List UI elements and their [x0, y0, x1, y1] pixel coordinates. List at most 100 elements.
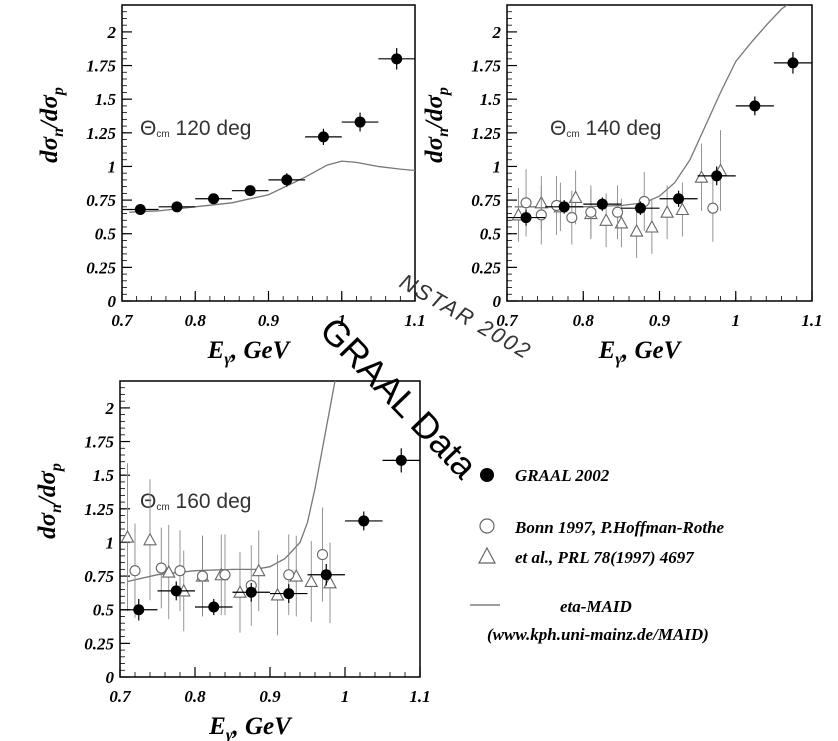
legend-label-bonn: Bonn 1997, P.Hoffman-Rothe	[514, 518, 725, 537]
panel-2-xtick-label: 0.9	[649, 311, 671, 330]
panel-1-graal-point	[208, 193, 220, 205]
panel-3-xtick-label: 1	[341, 687, 350, 706]
panel-1-xtick-label: 1	[338, 311, 347, 330]
panel-2-graal-point	[673, 193, 685, 205]
panel-3-bonn-triangle-point	[304, 574, 319, 588]
panel-3-ytick-label: 1	[106, 533, 115, 552]
legend: GRAAL 2002 Bonn 1997, P.Hoffman-Rothe et…	[470, 466, 725, 644]
panel-2: 0 0.25 0.5 0.75 1 1.25 1.5 1.75 2 0.7 0.8 0.9 1 1.1 Eγ…	[421, 4, 823, 368]
panel-2-graal-point	[558, 201, 570, 213]
panel-2-bonn-circle-point	[707, 202, 719, 214]
panel-1-ytick-label: 1.75	[86, 57, 116, 76]
panel-3-xtick-label: 0.7	[109, 687, 132, 706]
panel-2-bonn-triangle-point	[614, 215, 629, 229]
panel-3-xtick-label: 0.9	[259, 687, 281, 706]
panel-3-xlabel: Eγ, GeV	[208, 713, 293, 741]
panel-3-graal-point	[283, 588, 295, 600]
panel-3-bonn-triangle-point	[120, 529, 135, 543]
panel-3-ytick-label: 0.5	[93, 601, 115, 620]
panel-3-graal-point	[395, 454, 407, 466]
panel-3-graal-point	[208, 601, 220, 613]
panel-1-graal-point	[281, 174, 293, 186]
panel-1-graal-point	[134, 204, 146, 216]
panel-1-data	[122, 48, 415, 216]
legend-label-maid: eta-MAID	[560, 597, 632, 616]
panel-1-graal-point	[244, 185, 256, 197]
panel-3-bonn-triangle-point	[323, 575, 337, 589]
panel-2-bonn-circle-point	[566, 212, 578, 224]
panel-1-xtick-label: 0.7	[111, 311, 134, 330]
panel-2-ytick-label: 0	[493, 292, 502, 311]
panel-2-bonn-triangle-point	[694, 170, 709, 183]
panel-3-ytick-label: 1.75	[84, 433, 114, 452]
panel-3-ytick-label: 0.25	[84, 634, 114, 653]
panel-2-graal-point	[711, 170, 723, 182]
panel-2-bonn-circle-point	[535, 209, 547, 221]
panel-2-bonn-circle-point	[612, 206, 624, 218]
panel-2-ytick-label: 2	[492, 23, 502, 42]
panel-2-frame	[506, 4, 813, 302]
panel-3-angle-label: Θcm 160 deg	[140, 490, 251, 513]
panel-3-bonn-triangle-point	[251, 563, 266, 577]
panel-2-xlabel: Eγ, GeV	[598, 337, 683, 368]
panel-3-graal-point	[245, 586, 257, 598]
panel-3-bonn-triangle-point	[143, 532, 157, 546]
panel-3-ytick-label: 0.75	[84, 567, 114, 586]
panel-3-bonn-circle-point	[283, 569, 295, 581]
panel-1-maid-curve	[129, 160, 415, 213]
panel-2-xtick-label: 0.7	[496, 311, 519, 330]
panel-2-ytick-label: 0.25	[471, 258, 501, 277]
panel-3-bonn-circle-point	[316, 549, 329, 561]
panel-2-ytick-label: 1	[493, 157, 502, 176]
panel-3-xtick-label: 1.1	[409, 687, 430, 706]
panel-3-bonn-triangle-point	[161, 564, 176, 578]
panel-1-ylabel: dσn/dσp	[36, 87, 67, 163]
panel-2-bonn-triangle-point	[568, 190, 583, 203]
legend-label-bonn-ref: et al., PRL 78(1997) 4697	[515, 548, 695, 567]
panel-2-ytick-label: 0.5	[480, 225, 502, 244]
panel-2-maid-curve	[514, 5, 789, 208]
panel-1-xtick-label: 1.1	[404, 311, 425, 330]
panel-1-ytick-label: 0.75	[86, 191, 116, 210]
panel-2-bonn-triangle-point	[675, 202, 690, 216]
panel-1-graal-point	[171, 201, 183, 213]
panel-3-bonn-triangle-point	[270, 587, 285, 601]
panel-1-xtick-label: 0.9	[258, 311, 280, 330]
panel-3-graal-point	[133, 604, 145, 616]
panel-1-ytick-label: 1	[108, 157, 117, 176]
legend-marker-triangle	[478, 546, 496, 564]
panel-2-xtick-label: 0.8	[573, 311, 595, 330]
panel-1-xlabel: Eγ, GeV	[207, 337, 292, 368]
panel-2-ytick-label: 1.75	[471, 57, 501, 76]
panel-1-ytick-label: 2	[107, 23, 117, 42]
panel-1-angle-label: Θcm 120 deg	[140, 117, 251, 140]
panel-3-ylabel: dσn/dσp	[34, 463, 65, 539]
panel-3-ytick-label: 1.5	[93, 466, 115, 485]
panel-1-xtick-label: 0.8	[185, 311, 207, 330]
legend-marker-graal	[480, 468, 494, 482]
panel-3-data	[120, 381, 420, 636]
panel-2-graal-point	[634, 202, 646, 214]
panel-3-ytick-label: 0	[106, 668, 115, 687]
panel-2-xtick-label: 1	[732, 311, 741, 330]
panel-2-bonn-triangle-point	[599, 213, 614, 226]
panel-3-bonn-circle-point	[196, 570, 209, 582]
panel-1-graal-point	[391, 53, 403, 65]
panel-3-graal-point	[358, 515, 370, 527]
panel-3-bonn-circle-point	[174, 565, 186, 577]
panel-1-ytick-label: 1.5	[95, 90, 117, 109]
panel-2-bonn-circle-point	[520, 197, 532, 209]
panel-2-data	[507, 5, 812, 258]
panel-3-maid-curve	[127, 381, 336, 583]
panel-2-bonn-triangle-point	[660, 205, 675, 218]
panel-1-ytick-label: 0	[108, 292, 117, 311]
panel-3-graal-point	[170, 585, 182, 597]
panel-1-graal-point	[317, 131, 329, 143]
panel-2-ytick-label: 1.25	[471, 124, 501, 143]
panel-1: 0 0.25 0.5 0.75 1 1.25 1.5 1.75 2 0.7 0.8 0.9 1 1.1 Eγ…	[36, 4, 426, 368]
panel-2-bonn-circle-point	[585, 206, 597, 218]
panel-3-ytick-label: 1.25	[84, 500, 114, 519]
panel-2-graal-point	[520, 212, 532, 224]
panel-2-ytick-label: 0.75	[471, 191, 501, 210]
